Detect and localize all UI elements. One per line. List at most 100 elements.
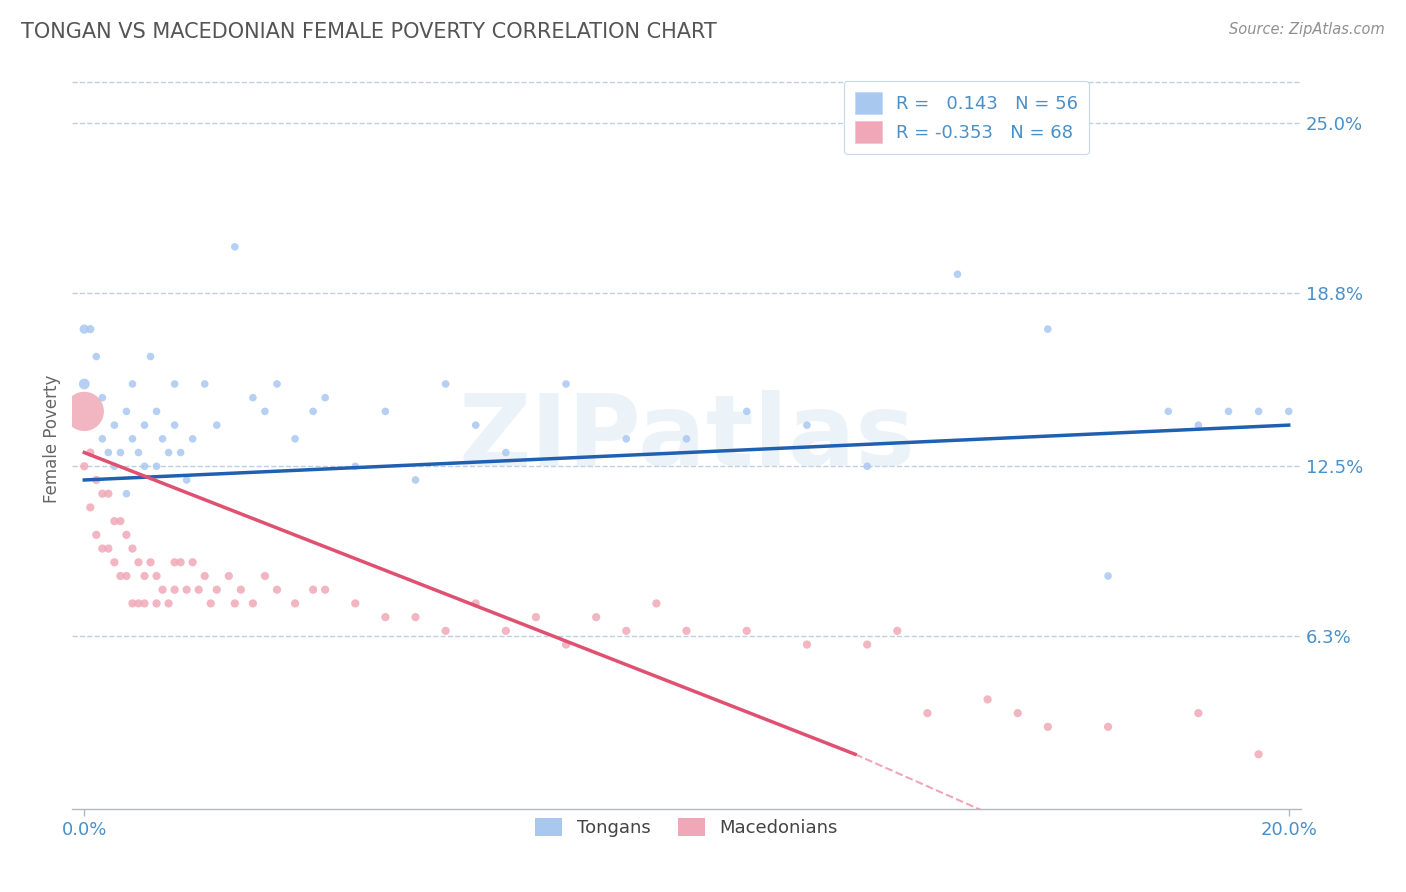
Point [405, 610, 427, 624]
Point [145, 596, 167, 610]
Point [121, 541, 143, 556]
Point [79, 322, 101, 336]
Point [796, 418, 818, 433]
Point [103, 555, 125, 569]
Point [886, 624, 908, 638]
Point [110, 445, 132, 459]
Point [115, 569, 138, 583]
Point [405, 473, 427, 487]
Point [145, 404, 167, 418]
Point [91, 391, 114, 405]
Point [675, 624, 697, 638]
Point [121, 376, 143, 391]
Point [200, 596, 222, 610]
Point [115, 404, 138, 418]
Point [1278, 404, 1301, 418]
Point [91, 541, 114, 556]
Point [73, 376, 96, 391]
Point [224, 240, 246, 254]
Point [121, 432, 143, 446]
Y-axis label: Female Poverty: Female Poverty [44, 375, 60, 503]
Point [194, 569, 217, 583]
Point [91, 432, 114, 446]
Point [103, 418, 125, 433]
Legend: Tongans, Macedonians: Tongans, Macedonians [529, 811, 845, 845]
Point [127, 555, 149, 569]
Point [169, 445, 191, 459]
Point [115, 486, 138, 500]
Point [229, 582, 252, 597]
Text: Source: ZipAtlas.com: Source: ZipAtlas.com [1229, 22, 1385, 37]
Point [1007, 706, 1029, 720]
Point [856, 459, 879, 474]
Text: TONGAN VS MACEDONIAN FEMALE POVERTY CORRELATION CHART: TONGAN VS MACEDONIAN FEMALE POVERTY CORR… [21, 22, 717, 42]
Point [205, 582, 228, 597]
Point [163, 376, 186, 391]
Point [152, 582, 174, 597]
Point [374, 404, 396, 418]
Point [1247, 747, 1270, 762]
Point [796, 638, 818, 652]
Point [163, 555, 186, 569]
Point [302, 582, 325, 597]
Point [115, 528, 138, 542]
Point [1097, 720, 1119, 734]
Point [176, 473, 198, 487]
Point [205, 418, 228, 433]
Point [946, 267, 969, 281]
Point [163, 418, 186, 433]
Point [1218, 404, 1240, 418]
Point [1097, 569, 1119, 583]
Point [735, 624, 758, 638]
Point [134, 569, 156, 583]
Point [91, 486, 114, 500]
Point [103, 514, 125, 528]
Point [1247, 404, 1270, 418]
Point [97, 486, 120, 500]
Point [110, 514, 132, 528]
Point [145, 459, 167, 474]
Point [614, 432, 637, 446]
Point [79, 500, 101, 515]
Point [266, 582, 288, 597]
Point [374, 610, 396, 624]
Point [735, 404, 758, 418]
Point [79, 445, 101, 459]
Point [976, 692, 998, 706]
Point [169, 555, 191, 569]
Point [121, 596, 143, 610]
Point [152, 432, 174, 446]
Point [145, 569, 167, 583]
Point [266, 376, 288, 391]
Point [86, 350, 108, 364]
Point [314, 582, 336, 597]
Point [157, 445, 180, 459]
Point [181, 555, 204, 569]
Point [73, 459, 96, 474]
Point [134, 459, 156, 474]
Point [253, 404, 276, 418]
Point [917, 706, 939, 720]
Point [73, 404, 96, 418]
Point [253, 569, 276, 583]
Point [97, 445, 120, 459]
Point [242, 596, 264, 610]
Point [344, 459, 367, 474]
Point [585, 610, 607, 624]
Point [856, 638, 879, 652]
Point [1187, 418, 1209, 433]
Point [242, 391, 264, 405]
Point [524, 610, 547, 624]
Point [434, 376, 457, 391]
Point [103, 459, 125, 474]
Point [464, 418, 486, 433]
Point [495, 624, 517, 638]
Point [1157, 404, 1180, 418]
Point [284, 596, 307, 610]
Point [157, 596, 180, 610]
Point [127, 596, 149, 610]
Point [73, 322, 96, 336]
Point [1187, 706, 1209, 720]
Point [675, 432, 697, 446]
Point [344, 596, 367, 610]
